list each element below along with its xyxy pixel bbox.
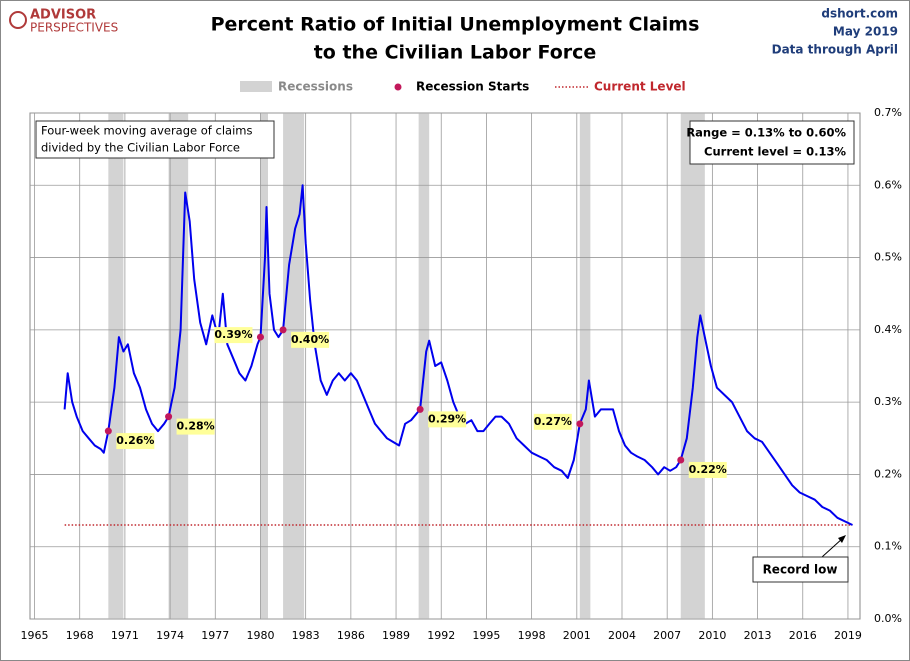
legend-swatch <box>394 83 402 91</box>
legend-swatch <box>240 81 272 92</box>
note: Four-week moving average of claims <box>41 124 252 138</box>
y-tick-label: 0.1% <box>874 540 902 553</box>
legend-label: Current Level <box>594 80 686 94</box>
note: divided by the Civilian Labor Force <box>41 141 240 155</box>
value-label: 0.39% <box>214 328 252 341</box>
x-tick-label: 1977 <box>201 629 229 642</box>
plot-area <box>29 112 861 620</box>
x-tick-label: 2016 <box>789 629 817 642</box>
logo: PERSPECTIVES <box>30 21 118 35</box>
range-frame <box>689 120 855 165</box>
x-tick-label: 1983 <box>292 629 320 642</box>
value-label-bg <box>116 433 155 450</box>
x-tick-label: 1971 <box>111 629 139 642</box>
recession-band <box>260 113 269 619</box>
y-tick-label: 0.0% <box>874 612 902 625</box>
value-label-bg <box>533 413 572 430</box>
x-tick-label: 1986 <box>337 629 365 642</box>
value-label-bg <box>428 411 467 428</box>
chart-subtitle: to the Civilian Labor Force <box>314 42 597 64</box>
value-label: 0.26% <box>116 434 154 447</box>
x-tick-label: 1974 <box>156 629 184 642</box>
x-tick-label: 2013 <box>744 629 772 642</box>
record-low-label: Record low <box>763 563 838 577</box>
x-tick-label: 1989 <box>382 629 410 642</box>
source: dshort.com <box>821 7 898 21</box>
value-label: 0.22% <box>689 463 727 476</box>
logo: ADVISOR <box>30 8 96 23</box>
legend-label: Recession Starts <box>416 80 529 94</box>
arrow <box>821 537 844 558</box>
y-tick-label: 0.6% <box>874 178 902 191</box>
date: May 2019 <box>833 25 898 39</box>
record-low-frame <box>752 556 849 583</box>
y-tick-label: 0.7% <box>874 106 902 119</box>
recession-band <box>283 113 305 619</box>
recession-start <box>576 420 584 428</box>
y-tick-label: 0.2% <box>874 467 902 480</box>
x-tick-label: 1980 <box>246 629 274 642</box>
recession-start <box>677 456 685 464</box>
value-label-bg <box>214 327 253 344</box>
value-label-bg <box>291 331 330 348</box>
record-low: Record low <box>752 535 849 583</box>
recession-start <box>104 427 112 435</box>
y-tick-label: 0.3% <box>874 395 902 408</box>
value-label-bg <box>688 461 727 478</box>
x-tick-label: 1968 <box>66 629 94 642</box>
value-label: 0.28% <box>176 420 214 433</box>
data-through: Data through April <box>772 43 898 57</box>
arrowhead <box>838 535 846 543</box>
x-tick-label: 2004 <box>608 629 636 642</box>
note-frame <box>35 120 275 159</box>
x-tick-label: 2010 <box>698 629 726 642</box>
x-tick-label: 1995 <box>472 629 500 642</box>
note-box: Four-week moving average of claims divid… <box>35 120 275 159</box>
value-label-bg <box>176 418 215 435</box>
range: Range = 0.13% to 0.60% <box>686 126 846 140</box>
value-label: 0.29% <box>428 412 466 425</box>
legend: Recessions Recession Starts Current Leve… <box>240 80 686 94</box>
range-box: Range = 0.13% to 0.60% Current level = 0… <box>686 120 855 165</box>
value-label: 0.40% <box>291 333 329 346</box>
y-tick-label: 0.4% <box>874 323 902 336</box>
y-tick-label: 0.5% <box>874 251 902 264</box>
x-tick-label: 1992 <box>427 629 455 642</box>
x-tick-label: 2007 <box>653 629 681 642</box>
plot: 0.26% 0.28% 0.39% 0.40% 0.29% 0.27% 0.22% <box>29 112 861 620</box>
logo-icon <box>9 11 27 29</box>
recession-start <box>256 333 264 341</box>
recession-band <box>680 113 705 619</box>
legend-label: Recessions <box>278 80 353 94</box>
recession-band <box>168 113 189 619</box>
recession-start <box>165 413 173 421</box>
x-tick-label: 1998 <box>518 629 546 642</box>
recession-band <box>579 113 591 619</box>
x-tick-label: 2001 <box>563 629 591 642</box>
value-label: 0.27% <box>534 415 572 428</box>
recession-start <box>279 326 287 334</box>
recession-start <box>416 405 424 413</box>
range: Current level = 0.13% <box>704 145 846 159</box>
x-tick-label: 2019 <box>834 629 862 642</box>
chart-title: Percent Ratio of Initial Unemployment Cl… <box>211 14 700 36</box>
x-tick-label: 1965 <box>21 629 49 642</box>
